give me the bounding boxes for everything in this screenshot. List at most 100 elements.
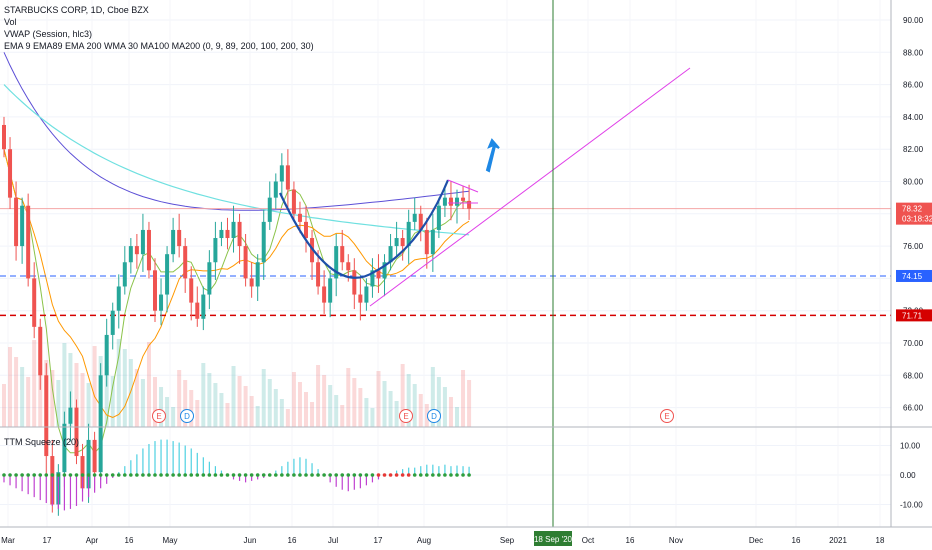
grid (0, 0, 891, 527)
squeeze-tick-label: 0.00 (900, 471, 916, 480)
candle-body (442, 197, 447, 206)
volume-bar (261, 369, 266, 427)
price-label: 71.71 (902, 311, 923, 320)
volume-bar (412, 384, 417, 427)
squeeze-dot (92, 473, 97, 477)
volume-bar (255, 406, 260, 427)
squeeze-dot (400, 473, 405, 477)
volume-bar (128, 359, 133, 427)
price-label: 78.32 (902, 205, 923, 214)
squeeze-tick-label: 10.00 (900, 442, 921, 451)
time-tick-label: 18 (876, 536, 885, 545)
candle-body (340, 246, 345, 263)
squeeze-dot (135, 473, 139, 477)
moving-average-legend: EMA 9 EMA89 EMA 200 WMA 30 MA100 MA200 (… (4, 41, 314, 51)
volume-bar (394, 401, 399, 427)
candle-body (412, 213, 417, 222)
candle-body (104, 334, 109, 376)
price-tick-label: 80.00 (903, 178, 924, 187)
squeeze-dot (340, 473, 345, 477)
volume-bar (26, 377, 31, 427)
volume-bar (346, 368, 351, 427)
ma200-line (3, 84, 470, 236)
candle-body (62, 423, 67, 473)
volume-bar (189, 390, 194, 427)
squeeze-dot (292, 473, 296, 477)
squeeze-dot (249, 473, 254, 477)
event-marker-label: D (431, 412, 437, 421)
squeeze-dot (8, 473, 12, 477)
volume-bar (14, 357, 19, 427)
volume-bar (291, 372, 296, 427)
volume-bar (122, 349, 127, 427)
candle-body (237, 221, 242, 247)
crosshair-date-box (534, 531, 572, 546)
volume-bar (62, 343, 67, 427)
volume-bar (116, 339, 121, 427)
volume-bar (273, 389, 278, 427)
time-tick-label: Jul (328, 536, 338, 545)
squeeze-dot (86, 473, 91, 477)
squeeze-dot (461, 473, 465, 477)
squeeze-dot (116, 473, 121, 477)
crosshair-date-label: 18 Sep '20 (534, 535, 573, 544)
volume-bar (297, 382, 302, 427)
volume-bar (231, 366, 236, 427)
candle-body (304, 221, 308, 239)
candle-body (207, 262, 212, 295)
candle-body (316, 262, 321, 287)
volume-bar (219, 393, 224, 427)
candle-body (159, 294, 164, 311)
squeeze-dot (274, 473, 278, 477)
candle-body (297, 213, 302, 222)
squeeze-dot (352, 473, 357, 477)
candle-body (80, 456, 85, 489)
candle-body (279, 165, 284, 182)
candle-body (213, 238, 218, 263)
squeeze-dot (406, 473, 411, 477)
event-marker (399, 409, 413, 423)
volume-bar (370, 408, 375, 427)
candle-body (195, 302, 200, 319)
chart-title: STARBUCKS CORP, 1D, Cboe BZX (4, 5, 149, 15)
volume-bar (322, 375, 327, 427)
volume-legend: Vol (4, 17, 17, 27)
squeeze-dot (159, 473, 163, 477)
moving-average-lines (3, 52, 470, 454)
volume-bar (2, 384, 6, 427)
candle-body (285, 165, 290, 190)
time-tick-label: 17 (374, 536, 383, 545)
squeeze-dot (177, 473, 181, 477)
candle-body (92, 439, 97, 473)
candle-body (406, 221, 411, 247)
squeeze-dot (14, 473, 18, 477)
candle-body (243, 246, 248, 279)
volume-bar (32, 340, 37, 427)
candle-body (376, 270, 381, 279)
squeeze-dot (376, 473, 381, 477)
squeeze-histogram (2, 439, 471, 511)
volume-bar (195, 400, 200, 427)
squeeze-dot (165, 473, 169, 477)
price-tick-label: 76.00 (903, 242, 924, 251)
ema9-line (3, 149, 470, 454)
squeeze-dot (20, 473, 24, 477)
squeeze-dot (364, 473, 369, 477)
price-tick-label: 66.00 (903, 404, 924, 413)
candle-body (358, 294, 363, 303)
volume-bar (340, 405, 345, 427)
volume-bar (249, 396, 254, 427)
candle-body (26, 205, 31, 279)
volume-bar (267, 379, 272, 427)
time-tick-label: Mar (1, 536, 15, 545)
squeeze-dot (437, 473, 441, 477)
candle-body (122, 262, 127, 287)
squeeze-dot (147, 473, 151, 477)
time-tick-label: 16 (792, 536, 801, 545)
volume-bar (334, 395, 339, 427)
event-marker (152, 409, 166, 423)
candle-body (346, 262, 351, 271)
squeeze-dot (153, 473, 157, 477)
candle-body (267, 197, 272, 222)
